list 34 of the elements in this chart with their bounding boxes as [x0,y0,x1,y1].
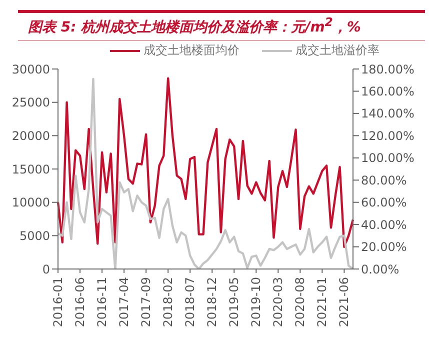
y-tick-label: 0 [42,262,50,276]
x-tick-label: 2018-12 [205,276,220,327]
y2-tick-label: 60.00% [361,195,407,210]
x-tick-label: 2016-06 [73,276,88,327]
y2-tick-label: 100.00% [361,150,414,165]
y2-tick-label: 0.00% [361,262,400,276]
x-tick-label: 2018-07 [183,276,198,327]
y2-tick-label: 160.00% [361,84,414,98]
y-tick-label: 25000 [12,95,50,110]
y-tick-label: 20000 [12,128,50,143]
chart-title: 图表 5: 杭州成交土地楼面均价及溢价率：元/m$^{2}$，% [18,10,425,41]
x-tick-label: 2021-01 [315,276,330,327]
x-tick-label: 2016-11 [95,276,110,327]
x-tick-label: 2019-10 [249,276,264,327]
y2-tick-label: 80.00% [361,173,407,188]
x-tick-label: 2017-04 [117,276,132,327]
x-tick-label: 2019-05 [227,276,242,327]
legend-label: 成交土地溢价率 [294,42,380,60]
y-tick-label: 5000 [19,228,50,243]
y2-tick-label: 40.00% [361,217,407,232]
legend-label: 成交土地楼面均价 [142,42,240,60]
y2-tick-label: 180.00% [361,62,414,76]
y-tick-label: 15000 [12,162,50,176]
x-tick-label: 2016-01 [51,276,65,327]
x-tick-label: 2020-03 [271,276,286,327]
x-tick-label: 2021-06 [337,276,352,327]
y2-tick-label: 120.00% [361,128,414,143]
y2-tick-label: 140.00% [361,106,414,120]
y-tick-label: 30000 [12,62,50,76]
x-tick-label: 2017-09 [139,276,154,327]
y2-tick-label: 20.00% [361,240,407,254]
y-tick-label: 10000 [12,195,50,210]
x-tick-label: 2020-08 [293,276,308,327]
x-tick-label: 2018-02 [161,276,176,327]
